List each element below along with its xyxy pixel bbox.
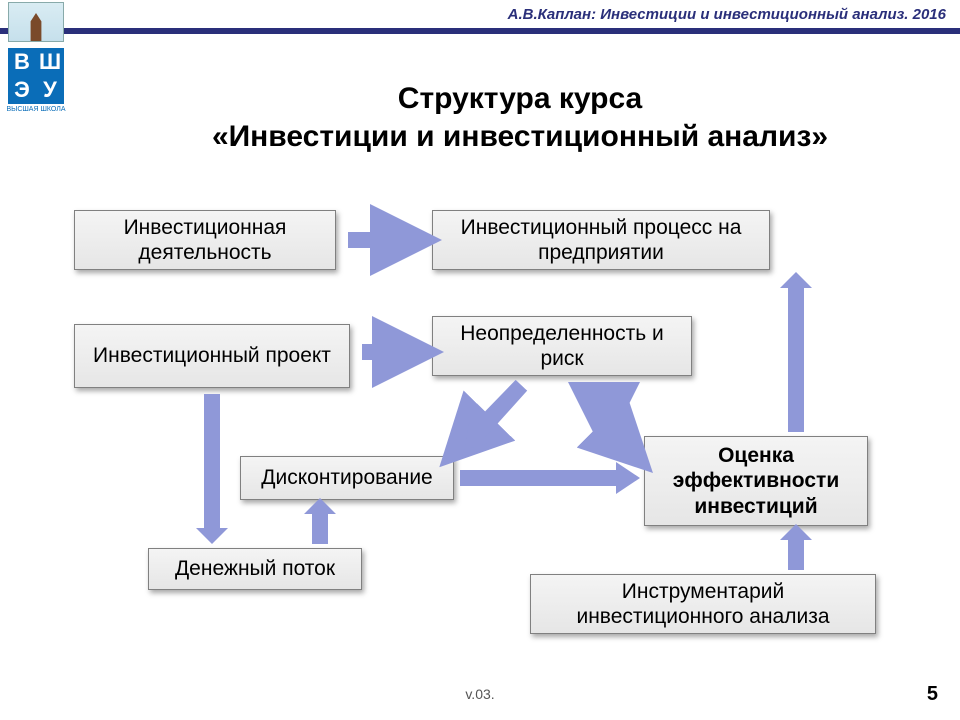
title-line1: Структура курса	[398, 82, 642, 115]
footer-version: v.03.	[465, 686, 494, 702]
node-n6: Оценка эффективности инвестиций	[644, 436, 868, 526]
node-n4: Неопределенность и риск	[432, 316, 692, 376]
logo-letter: Ш	[36, 48, 64, 76]
title-line2: «Инвестиции и инвестиционный анализ»	[212, 120, 828, 153]
node-n7: Денежный поток	[148, 548, 362, 590]
node-n3: Инвестиционный проект	[74, 324, 350, 388]
logo-label: ВЫСШАЯ ШКОЛА	[6, 106, 66, 114]
logo-vsheu: В Ш Э У	[8, 48, 64, 104]
node-n1: Инвестиционная деятельность	[74, 210, 336, 270]
logo-letter: В	[8, 48, 36, 76]
page-title: Структура курса «Инвестиции и инвестицио…	[100, 80, 940, 155]
node-n5: Дисконтирование	[240, 456, 454, 500]
node-n8: Инструментарий инвестиционного анализа	[530, 574, 876, 634]
node-n2: Инвестиционный процесс на предприятии	[432, 210, 770, 270]
header-text: А.В.Каплан: Инвестиции и инвестиционный …	[508, 6, 946, 23]
footer-page: 5	[927, 683, 938, 706]
logo-university	[8, 2, 64, 42]
logo-letter: У	[36, 76, 64, 104]
header-band	[0, 28, 960, 34]
logo-letter: Э	[8, 76, 36, 104]
